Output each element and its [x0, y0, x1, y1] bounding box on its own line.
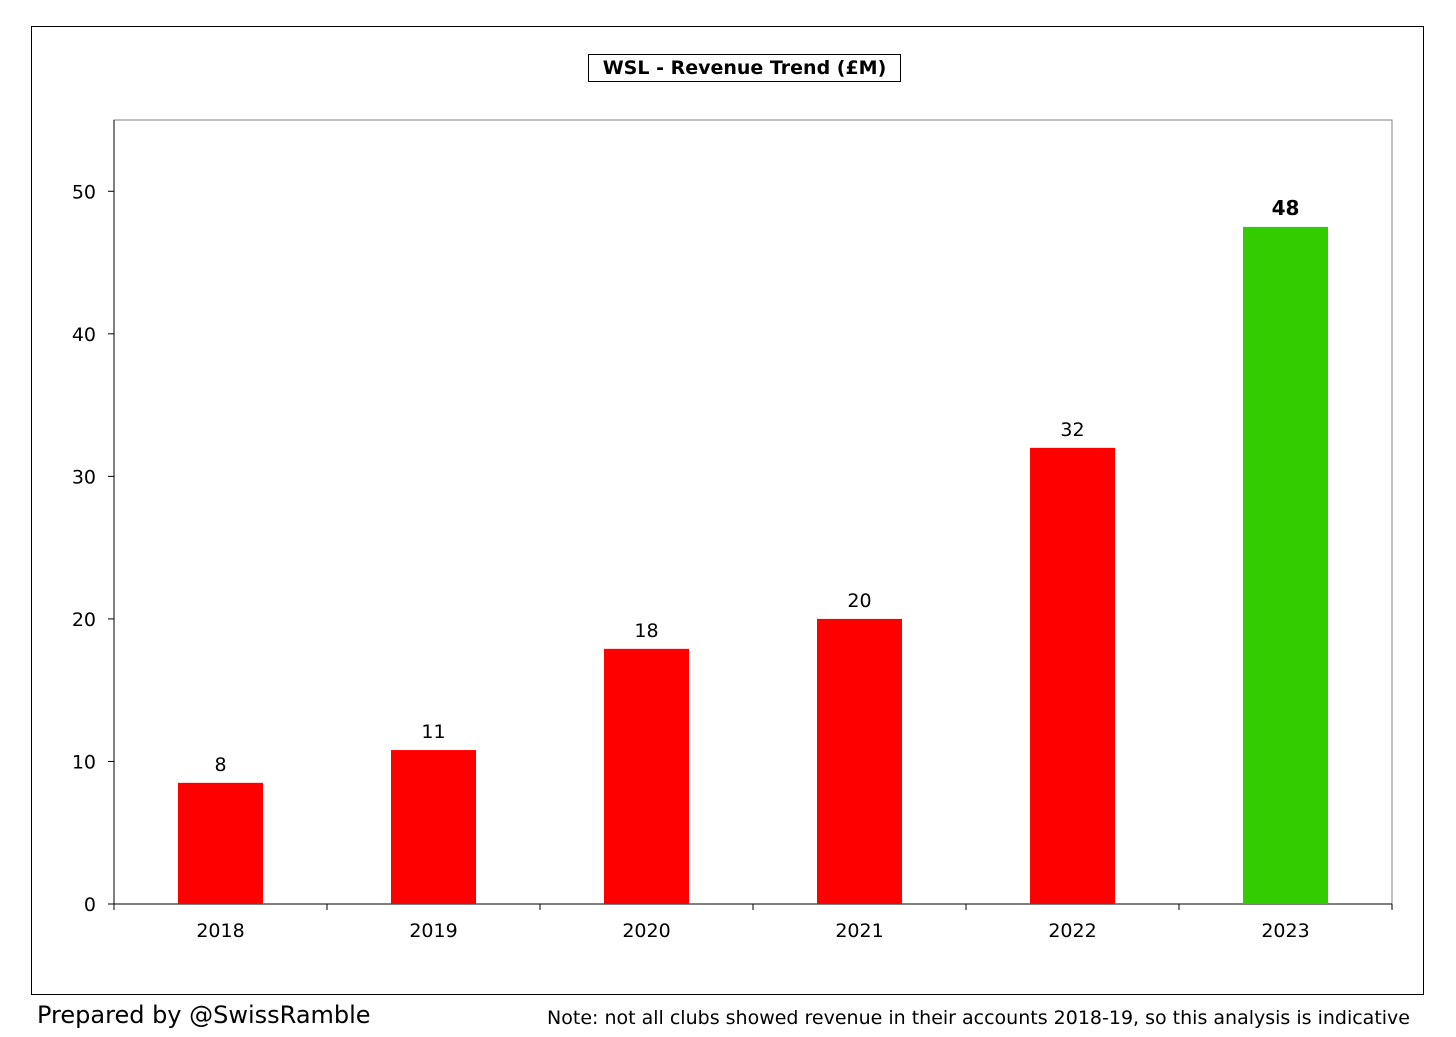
x-tick-label: 2020	[622, 920, 670, 942]
bar-2022	[1030, 447, 1115, 904]
data-label-2020: 18	[634, 620, 658, 642]
x-tick-label: 2023	[1261, 920, 1309, 942]
x-axis: 2018 2019 2020 2021 2022 2023	[113, 903, 1393, 942]
bar-2018	[178, 782, 263, 904]
bar-2019	[391, 750, 476, 904]
x-tick-label: 2019	[409, 920, 457, 942]
bar-2023	[1243, 226, 1328, 905]
bar-2021	[817, 618, 902, 904]
x-tick-label: 2022	[1048, 920, 1096, 942]
data-label-2021: 20	[847, 590, 871, 612]
data-label-2019: 11	[421, 721, 445, 743]
data-label-2018: 8	[214, 754, 226, 776]
y-tick-label: 0	[84, 894, 96, 916]
data-label-2022: 32	[1060, 419, 1084, 441]
x-tick-label: 2018	[196, 920, 244, 942]
footer-note: Note: not all clubs showed revenue in th…	[547, 1007, 1410, 1029]
bars	[178, 226, 1328, 905]
bar-2020	[604, 648, 689, 904]
footer-credit: Prepared by @SwissRamble	[37, 1001, 371, 1029]
y-tick-label: 10	[72, 751, 96, 773]
x-tick-label: 2021	[835, 920, 883, 942]
data-labels: 8 11 18 20 32 48	[214, 196, 1299, 776]
chart-title: WSL - Revenue Trend (£M)	[588, 54, 901, 82]
y-tick-label: 30	[72, 466, 96, 488]
plot-area	[113, 119, 1393, 905]
data-label-2023: 48	[1272, 196, 1300, 220]
y-tick-label: 20	[72, 609, 96, 631]
y-tick-label: 50	[72, 181, 96, 203]
y-axis: 0 10 20 30 40 50	[72, 120, 115, 916]
y-tick-label: 40	[72, 324, 96, 346]
